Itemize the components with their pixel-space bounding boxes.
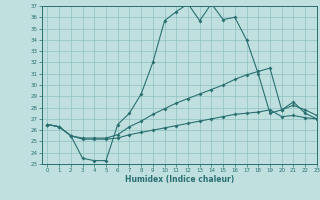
X-axis label: Humidex (Indice chaleur): Humidex (Indice chaleur)	[124, 175, 234, 184]
